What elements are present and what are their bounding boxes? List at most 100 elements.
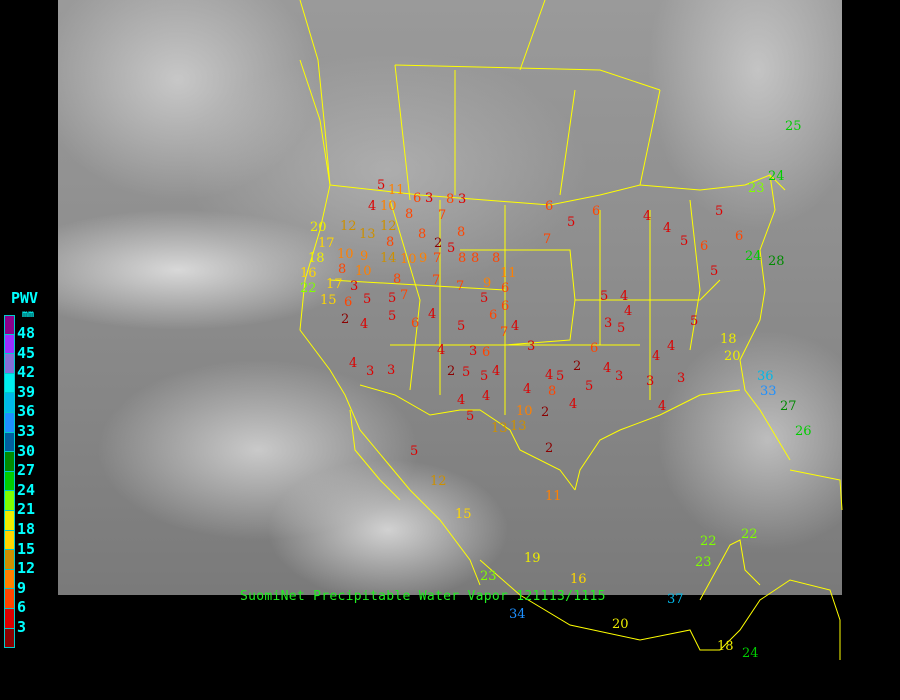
legend-label: 12	[17, 559, 36, 578]
station-pwv-value: 4	[437, 343, 445, 358]
station-pwv-value: 5	[457, 319, 465, 334]
station-pwv-value: 4	[624, 304, 632, 319]
station-pwv-value: 4	[643, 209, 651, 224]
station-pwv-value: 6	[482, 345, 490, 360]
station-pwv-value: 4	[457, 393, 465, 408]
legend-swatch	[4, 628, 15, 649]
legend-swatch	[4, 608, 15, 629]
border-line	[299, 0, 481, 586]
station-pwv-value: 13	[510, 419, 527, 434]
station-pwv-value: 6	[545, 199, 553, 214]
legend-label: 27	[17, 461, 36, 480]
station-pwv-value: 28	[768, 254, 785, 269]
station-pwv-value: 5	[600, 289, 608, 304]
station-pwv-value: 5	[462, 365, 470, 380]
color-legend	[4, 315, 15, 649]
station-pwv-value: 10	[380, 199, 397, 214]
station-pwv-value: 25	[785, 119, 802, 134]
station-pwv-value: 4	[545, 368, 553, 383]
legend-label: 15	[17, 539, 36, 558]
station-pwv-value: 20	[724, 349, 741, 364]
map-caption: SuomiNet Precipitable Water Vapor 121113…	[240, 589, 606, 604]
legend-label: 33	[17, 422, 36, 440]
station-pwv-value: 10	[400, 252, 417, 267]
station-pwv-value: 5	[690, 314, 698, 329]
station-pwv-value: 5	[363, 292, 371, 307]
station-pwv-value: 12	[430, 474, 447, 489]
legend-swatch	[4, 471, 15, 492]
station-pwv-value: 5	[480, 369, 488, 384]
station-pwv-value: 5	[447, 241, 455, 256]
station-pwv-value: 5	[680, 234, 688, 249]
station-pwv-value: 26	[795, 424, 812, 439]
station-pwv-value: 6	[489, 308, 497, 323]
station-pwv-value: 4	[368, 199, 376, 214]
legend-label: 6	[17, 598, 27, 617]
legend-swatch	[4, 589, 15, 609]
station-pwv-value: 7	[500, 325, 508, 340]
border-line	[359, 384, 576, 491]
station-pwv-value: 14	[380, 251, 397, 266]
station-pwv-value: 5	[480, 291, 488, 306]
legend-swatch	[4, 491, 15, 511]
station-pwv-value: 5	[556, 369, 564, 384]
station-pwv-value: 2	[341, 312, 349, 327]
legend-label: 9	[17, 578, 27, 597]
station-pwv-value: 10	[355, 264, 372, 279]
station-pwv-value: 4	[658, 399, 666, 414]
legend-swatch	[4, 354, 15, 374]
station-pwv-value: 5	[710, 264, 718, 279]
station-pwv-value: 3	[425, 191, 433, 206]
station-pwv-value: 7	[432, 273, 440, 288]
border-line	[699, 539, 761, 601]
station-pwv-value: 6	[413, 191, 421, 206]
station-pwv-value: 4	[482, 389, 490, 404]
station-pwv-value: 10	[337, 247, 354, 262]
legend-swatch	[4, 412, 15, 433]
station-pwv-value: 6	[592, 204, 600, 219]
border-line	[349, 409, 401, 501]
station-pwv-value: 3	[646, 374, 654, 389]
station-pwv-value: 7	[543, 232, 551, 247]
station-pwv-value: 6	[501, 281, 509, 296]
station-pwv-value: 20	[310, 220, 327, 235]
station-pwv-value: 36	[757, 369, 774, 384]
station-pwv-value: 4	[428, 307, 436, 322]
station-pwv-value: 15	[455, 507, 472, 522]
station-pwv-value: 16	[570, 572, 587, 587]
station-pwv-value: 8	[386, 235, 394, 250]
station-pwv-value: 5	[377, 178, 385, 193]
station-pwv-value: 7	[438, 208, 446, 223]
station-pwv-value: 8	[338, 262, 346, 277]
station-pwv-value: 8	[446, 192, 454, 207]
station-pwv-value: 33	[760, 384, 777, 399]
station-pwv-value: 23	[695, 555, 712, 570]
legend-swatch	[4, 510, 15, 531]
station-pwv-value: 3	[677, 371, 685, 386]
station-pwv-value: 17	[318, 236, 335, 251]
legend-label: 30	[17, 441, 36, 460]
station-pwv-value: 22	[700, 534, 717, 549]
station-pwv-value: 3	[350, 279, 358, 294]
legend-swatch	[4, 432, 15, 453]
station-pwv-value: 2	[545, 441, 553, 456]
station-pwv-value: 37	[667, 592, 684, 607]
legend-label: 45	[17, 343, 36, 362]
station-pwv-value: 3	[604, 316, 612, 331]
legend-swatch	[4, 569, 15, 590]
station-pwv-value: 8	[418, 227, 426, 242]
legend-label: 24	[17, 480, 36, 499]
station-pwv-value: 23	[480, 569, 497, 584]
station-pwv-value: 20	[612, 617, 629, 632]
station-pwv-value: 17	[326, 277, 343, 292]
station-pwv-value: 9	[483, 276, 491, 291]
station-pwv-value: 12	[380, 219, 397, 234]
station-pwv-value: 5	[388, 291, 396, 306]
border-line	[479, 559, 841, 660]
station-pwv-value: 8	[393, 272, 401, 287]
station-pwv-value: 6	[344, 295, 352, 310]
station-pwv-value: 6	[411, 316, 419, 331]
legend-label: 42	[17, 363, 36, 382]
